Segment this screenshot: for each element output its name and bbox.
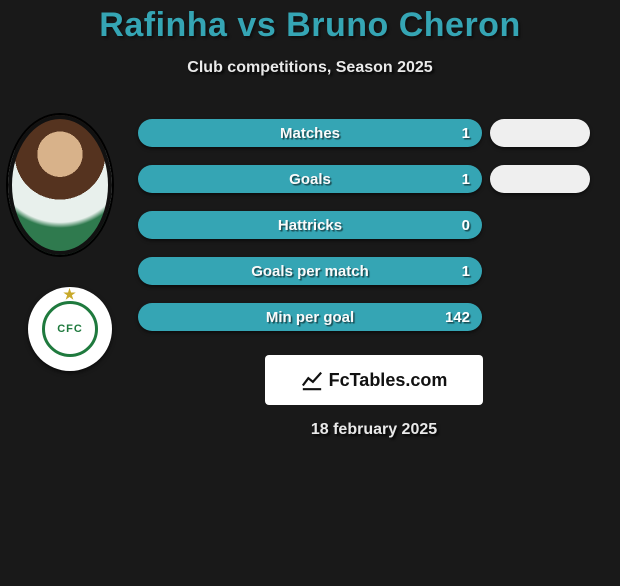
subtitle: Club competitions, Season 2025 xyxy=(0,59,620,77)
logo-text: FcTables.com xyxy=(329,370,448,391)
stat-value: 1 xyxy=(462,171,470,188)
chart-icon xyxy=(301,369,323,391)
stat-label: Min per goal xyxy=(266,309,354,326)
stat-bar: Matches 1 xyxy=(138,119,482,147)
stat-label: Matches xyxy=(280,125,340,142)
stat-label: Hattricks xyxy=(278,217,342,234)
stat-label: Goals per match xyxy=(251,263,369,280)
comparison-panel: CFC Matches 1 Goals 1 Hattricks 0 Goals per ma… xyxy=(0,119,620,439)
stat-row: Hattricks 0 xyxy=(138,211,610,239)
fctables-logo: FcTables.com xyxy=(265,355,483,405)
club-badge-text: CFC xyxy=(42,301,98,357)
club-badge: CFC xyxy=(28,287,112,371)
stat-value: 1 xyxy=(462,263,470,280)
stat-bar: Goals per match 1 xyxy=(138,257,482,285)
stat-row: Goals per match 1 xyxy=(138,257,610,285)
player-avatar xyxy=(8,115,112,255)
date-line: 18 february 2025 xyxy=(138,421,610,439)
stat-label: Goals xyxy=(289,171,331,188)
stat-bar: Hattricks 0 xyxy=(138,211,482,239)
stat-value: 0 xyxy=(462,217,470,234)
stat-value: 1 xyxy=(462,125,470,142)
stat-bar: Min per goal 142 xyxy=(138,303,482,331)
stat-bar: Goals 1 xyxy=(138,165,482,193)
stat-value: 142 xyxy=(445,309,470,326)
stat-row: Min per goal 142 xyxy=(138,303,610,331)
page-title: Rafinha vs Bruno Cheron xyxy=(0,6,620,45)
stat-row: Goals 1 xyxy=(138,165,610,193)
opponent-pill xyxy=(490,165,590,193)
opponent-pill xyxy=(490,119,590,147)
stat-row: Matches 1 xyxy=(138,119,610,147)
